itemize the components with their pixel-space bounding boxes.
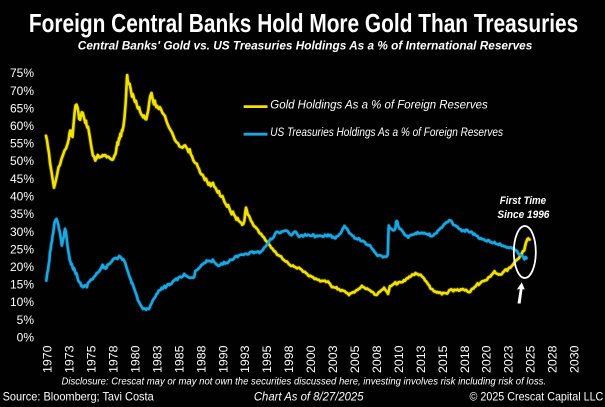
- svg-text:2030: 2030: [568, 345, 582, 373]
- svg-text:Gold Holdings As a % of Foreig: Gold Holdings As a % of Foreign Reserves: [270, 99, 488, 111]
- svg-text:Foreign Central Banks Hold Mor: Foreign Central Banks Hold More Gold Tha…: [29, 8, 578, 38]
- svg-text:2025: 2025: [524, 345, 538, 373]
- svg-text:45%: 45%: [10, 172, 34, 186]
- svg-text:2018: 2018: [458, 345, 472, 373]
- svg-text:0%: 0%: [17, 331, 35, 345]
- svg-text:1990: 1990: [216, 345, 230, 373]
- svg-text:15%: 15%: [10, 278, 34, 292]
- svg-text:2008: 2008: [370, 345, 384, 373]
- svg-text:2013: 2013: [414, 345, 428, 373]
- svg-text:70%: 70%: [10, 84, 34, 98]
- svg-text:2023: 2023: [502, 345, 516, 373]
- svg-text:2028: 2028: [546, 345, 560, 373]
- svg-text:25%: 25%: [10, 242, 34, 256]
- svg-text:2000: 2000: [304, 345, 318, 373]
- svg-text:1985: 1985: [172, 345, 186, 373]
- svg-text:1970: 1970: [41, 345, 55, 373]
- svg-text:1983: 1983: [151, 345, 165, 373]
- svg-text:2020: 2020: [480, 345, 494, 373]
- svg-text:Since 1996: Since 1996: [497, 209, 549, 221]
- svg-text:2005: 2005: [348, 345, 362, 373]
- svg-text:© 2025 Crescat Capital LLC: © 2025 Crescat Capital LLC: [470, 390, 604, 404]
- svg-text:1978: 1978: [107, 345, 121, 373]
- svg-text:20%: 20%: [10, 260, 34, 274]
- svg-text:65%: 65%: [10, 101, 34, 115]
- svg-text:1975: 1975: [85, 345, 99, 373]
- svg-text:50%: 50%: [10, 154, 34, 168]
- svg-text:Central Banks' Gold vs. US Tre: Central Banks' Gold vs. US Treasuries Ho…: [78, 38, 533, 52]
- svg-text:60%: 60%: [10, 119, 34, 133]
- svg-text:Chart As of 8/27/2025: Chart As of 8/27/2025: [254, 390, 364, 404]
- svg-text:10%: 10%: [10, 295, 34, 309]
- svg-text:1988: 1988: [194, 345, 208, 373]
- svg-text:Source: Bloomberg; Tavi Costa: Source: Bloomberg; Tavi Costa: [3, 390, 154, 404]
- svg-text:75%: 75%: [10, 66, 34, 80]
- svg-text:2010: 2010: [392, 345, 406, 373]
- svg-text:Disclosure: Crescat may or may: Disclosure: Crescat may or may not own t…: [62, 377, 547, 388]
- svg-text:55%: 55%: [10, 137, 34, 151]
- svg-text:1998: 1998: [282, 345, 296, 373]
- svg-text:2015: 2015: [436, 345, 450, 373]
- svg-text:30%: 30%: [10, 225, 34, 239]
- svg-text:US Treasuries Holdings As a %: US Treasuries Holdings As a % of Foreign…: [270, 127, 503, 139]
- svg-text:35%: 35%: [10, 207, 34, 221]
- svg-text:First Time: First Time: [500, 195, 546, 207]
- svg-text:2003: 2003: [326, 345, 340, 373]
- svg-text:1995: 1995: [260, 345, 274, 373]
- svg-text:1980: 1980: [129, 345, 143, 373]
- svg-text:40%: 40%: [10, 190, 34, 204]
- svg-text:1973: 1973: [63, 345, 77, 373]
- svg-text:1993: 1993: [238, 345, 252, 373]
- svg-text:5%: 5%: [17, 313, 35, 327]
